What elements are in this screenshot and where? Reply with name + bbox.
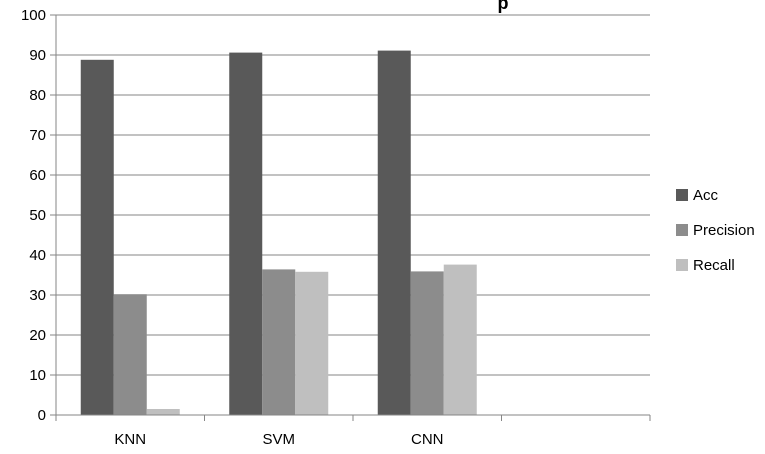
bar-cnn-precision (410, 271, 444, 415)
y-tick-label: 10 (29, 367, 46, 384)
x-tick-label: SVM (262, 431, 295, 448)
bar-cnn-recall (443, 264, 477, 415)
bar-svm-precision (262, 269, 296, 415)
bars (80, 50, 477, 416)
legend-swatch (676, 259, 688, 271)
bar-knn-precision (113, 294, 147, 415)
chart-title-fragment: p (498, 0, 509, 13)
legend-label: Recall (693, 257, 735, 274)
legend-label: Acc (693, 187, 719, 204)
legend: Acc Precision Recall (676, 187, 755, 274)
y-tick-label: 40 (29, 247, 46, 264)
y-tick-label: 20 (29, 327, 46, 344)
axes: 0 10 20 30 40 50 60 70 80 90 100 KNN SVM CNN (21, 7, 651, 448)
x-tick-label: KNN (114, 431, 146, 448)
bar-cnn-acc (377, 50, 411, 415)
legend-swatch (676, 189, 688, 201)
y-tick-label: 90 (29, 47, 46, 64)
y-tick-label: 60 (29, 167, 46, 184)
legend-label: Precision (693, 222, 755, 239)
y-tick-label: 100 (21, 7, 46, 24)
y-tick-label: 30 (29, 287, 46, 304)
legend-item: Precision (676, 222, 755, 239)
x-tick-label: CNN (411, 431, 444, 448)
legend-item: Recall (676, 257, 735, 274)
legend-swatch (676, 224, 688, 236)
y-tick-label: 0 (38, 407, 46, 424)
bar-knn-recall (146, 409, 180, 415)
y-tick-label: 70 (29, 127, 46, 144)
bar-svm-recall (295, 271, 329, 415)
y-tick-label: 50 (29, 207, 46, 224)
legend-item: Acc (676, 187, 719, 204)
y-tick-label: 80 (29, 87, 46, 104)
bar-knn-acc (80, 59, 114, 416)
bar-svm-acc (229, 52, 263, 415)
grid (56, 14, 650, 376)
